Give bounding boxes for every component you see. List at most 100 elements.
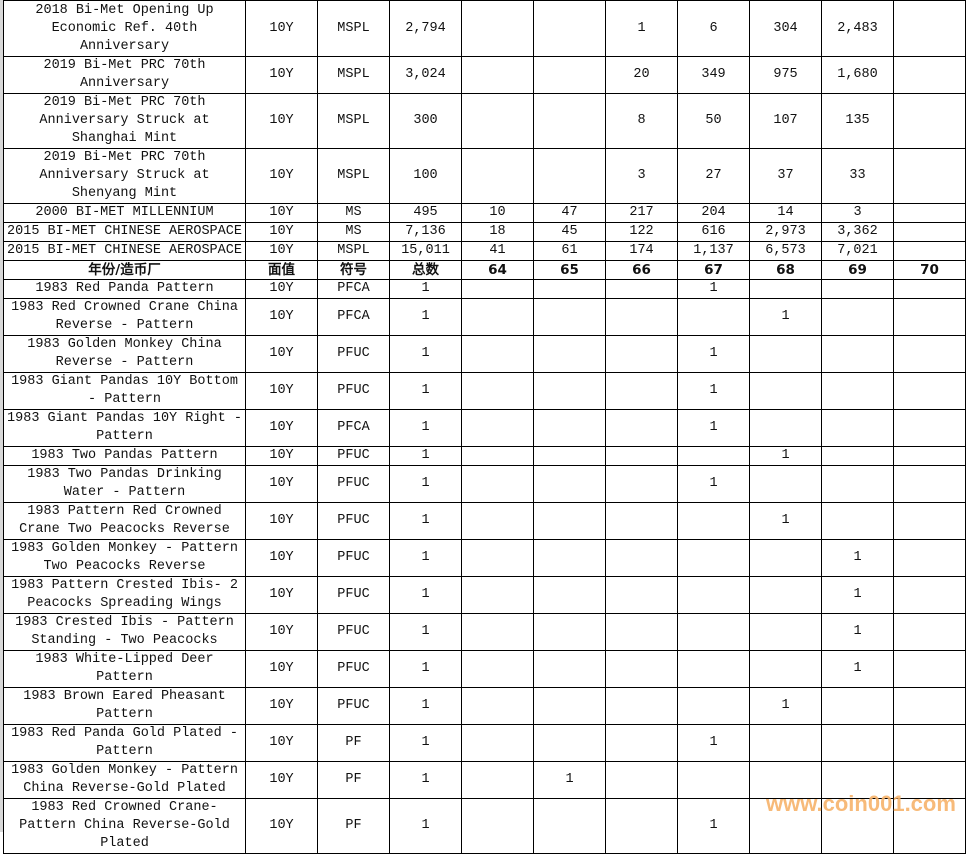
cell-name[interactable]: 1983 Two Pandas Pattern [3,446,246,466]
cell[interactable]: PFUC [317,335,390,373]
cell[interactable]: 总数 [389,260,462,280]
cell-name[interactable]: 1983 Red Panda Gold Plated - Pattern [3,724,246,762]
cell[interactable]: 1 [605,0,678,57]
cell[interactable]: 100 [389,148,462,204]
cell[interactable] [893,539,966,577]
cell[interactable]: 10Y [245,0,318,57]
cell[interactable]: 1 [389,502,462,540]
cell[interactable]: 10Y [245,241,318,261]
cell[interactable] [461,0,534,57]
cell[interactable] [461,539,534,577]
cell[interactable] [893,56,966,94]
cell[interactable]: 面值 [245,260,318,280]
cell[interactable]: 50 [677,93,750,149]
cell[interactable]: 10Y [245,798,318,854]
cell[interactable] [461,502,534,540]
cell[interactable] [533,687,606,725]
cell[interactable] [605,798,678,854]
cell[interactable]: PFUC [317,687,390,725]
cell[interactable] [461,335,534,373]
cell[interactable]: 1 [389,465,462,503]
cell[interactable]: 3,362 [821,222,894,242]
cell[interactable] [677,446,750,466]
cell[interactable]: 204 [677,203,750,223]
cell[interactable]: 217 [605,203,678,223]
cell[interactable] [533,502,606,540]
cell[interactable]: 10Y [245,93,318,149]
cell[interactable]: 1,680 [821,56,894,94]
cell[interactable]: 3 [821,203,894,223]
cell[interactable]: 1 [389,372,462,410]
cell[interactable] [821,409,894,447]
cell[interactable]: MSPL [317,241,390,261]
cell[interactable]: 1 [677,409,750,447]
cell[interactable] [461,446,534,466]
cell[interactable] [533,148,606,204]
cell[interactable]: 495 [389,203,462,223]
cell[interactable]: 1 [389,724,462,762]
cell[interactable]: 1 [749,687,822,725]
cell[interactable]: 47 [533,203,606,223]
cell[interactable] [677,761,750,799]
cell[interactable]: PF [317,798,390,854]
cell[interactable] [893,502,966,540]
cell[interactable]: 304 [749,0,822,57]
cell-name[interactable]: 1983 Red Panda Pattern [3,279,246,299]
cell[interactable] [605,539,678,577]
cell[interactable] [461,56,534,94]
cell[interactable] [461,613,534,651]
cell[interactable]: 2,973 [749,222,822,242]
cell-name[interactable]: 1983 White-Lipped Deer Pattern [3,650,246,688]
cell[interactable]: PF [317,761,390,799]
cell[interactable] [677,687,750,725]
cell[interactable]: 174 [605,241,678,261]
cell[interactable]: 1 [533,761,606,799]
cell[interactable] [461,148,534,204]
cell-name[interactable]: 1983 Golden Monkey China Reverse - Patte… [3,335,246,373]
cell[interactable] [461,761,534,799]
cell[interactable] [893,93,966,149]
cell[interactable]: 3,024 [389,56,462,94]
cell[interactable] [893,761,966,799]
cell[interactable] [533,0,606,57]
cell[interactable]: MSPL [317,148,390,204]
cell[interactable]: 8 [605,93,678,149]
cell[interactable] [893,148,966,204]
cell[interactable]: 10Y [245,56,318,94]
cell[interactable]: 2,794 [389,0,462,57]
cell[interactable] [677,298,750,336]
cell-name[interactable]: 1983 Giant Pandas 10Y Right - Pattern [3,409,246,447]
cell[interactable] [533,279,606,299]
cell[interactable]: 107 [749,93,822,149]
cell[interactable] [677,539,750,577]
cell[interactable]: 61 [533,241,606,261]
cell[interactable]: 10Y [245,335,318,373]
cell[interactable] [605,372,678,410]
cell[interactable] [533,539,606,577]
cell[interactable]: PFCA [317,298,390,336]
cell[interactable]: 1 [677,798,750,854]
cell[interactable] [605,724,678,762]
cell[interactable]: PFUC [317,502,390,540]
cell[interactable] [533,298,606,336]
cell[interactable]: 45 [533,222,606,242]
cell[interactable]: 2,483 [821,0,894,57]
cell[interactable] [605,650,678,688]
cell[interactable]: 18 [461,222,534,242]
cell[interactable]: 10Y [245,761,318,799]
cell[interactable]: 10Y [245,650,318,688]
cell[interactable]: 64 [461,260,534,280]
cell[interactable] [677,576,750,614]
cell[interactable]: 37 [749,148,822,204]
cell[interactable]: 1 [821,650,894,688]
cell[interactable] [533,613,606,651]
cell[interactable]: 135 [821,93,894,149]
cell[interactable]: MSPL [317,93,390,149]
cell[interactable] [605,465,678,503]
cell[interactable] [749,465,822,503]
cell[interactable] [461,372,534,410]
cell[interactable] [533,446,606,466]
cell-name[interactable]: 1983 Red Crowned Crane-Pattern China Rev… [3,798,246,854]
cell[interactable] [461,650,534,688]
cell[interactable]: 1 [749,446,822,466]
